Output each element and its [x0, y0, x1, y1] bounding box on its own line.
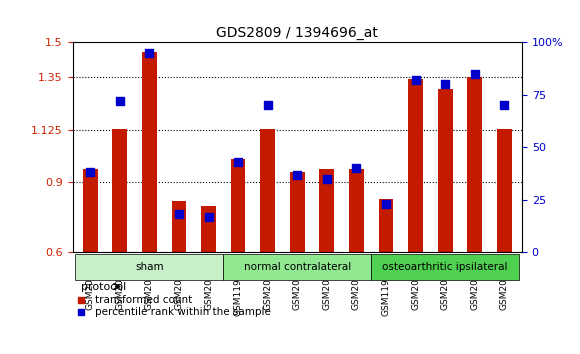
Point [263, 103, 273, 108]
Bar [83, 170, 97, 252]
Bar [142, 52, 157, 252]
Bar [379, 199, 393, 252]
Bar [320, 170, 334, 252]
Title: GDS2809 / 1394696_at: GDS2809 / 1394696_at [216, 26, 378, 40]
Bar [408, 79, 423, 252]
Bar [349, 170, 364, 252]
Bar [231, 159, 245, 252]
Point [499, 103, 509, 108]
Point [351, 165, 361, 171]
Point [69, 309, 78, 315]
Bar [438, 89, 452, 252]
Bar [172, 201, 186, 252]
Bar [201, 206, 216, 252]
Point [470, 71, 479, 77]
Text: osteoarthritic ipsilateral: osteoarthritic ipsilateral [382, 262, 508, 272]
Point [115, 98, 125, 104]
Bar [467, 78, 482, 252]
Point [69, 297, 78, 303]
Bar [113, 129, 127, 252]
Text: percentile rank within the sample: percentile rank within the sample [95, 307, 271, 317]
Bar [260, 129, 275, 252]
Point [381, 201, 390, 207]
Text: normal contralateral: normal contralateral [244, 262, 351, 272]
Point [145, 50, 154, 56]
Point [234, 159, 243, 165]
FancyBboxPatch shape [75, 253, 223, 280]
Bar [290, 172, 304, 252]
Point [86, 170, 95, 175]
Point [322, 176, 331, 182]
FancyBboxPatch shape [371, 253, 519, 280]
Point [440, 81, 450, 87]
Text: sham: sham [135, 262, 164, 272]
Point [411, 78, 420, 83]
Text: transformed count: transformed count [95, 295, 192, 305]
FancyBboxPatch shape [223, 253, 371, 280]
Point [204, 214, 213, 219]
Point [292, 172, 302, 177]
Point [175, 212, 184, 217]
Text: protocol: protocol [81, 281, 127, 292]
Bar [497, 129, 512, 252]
